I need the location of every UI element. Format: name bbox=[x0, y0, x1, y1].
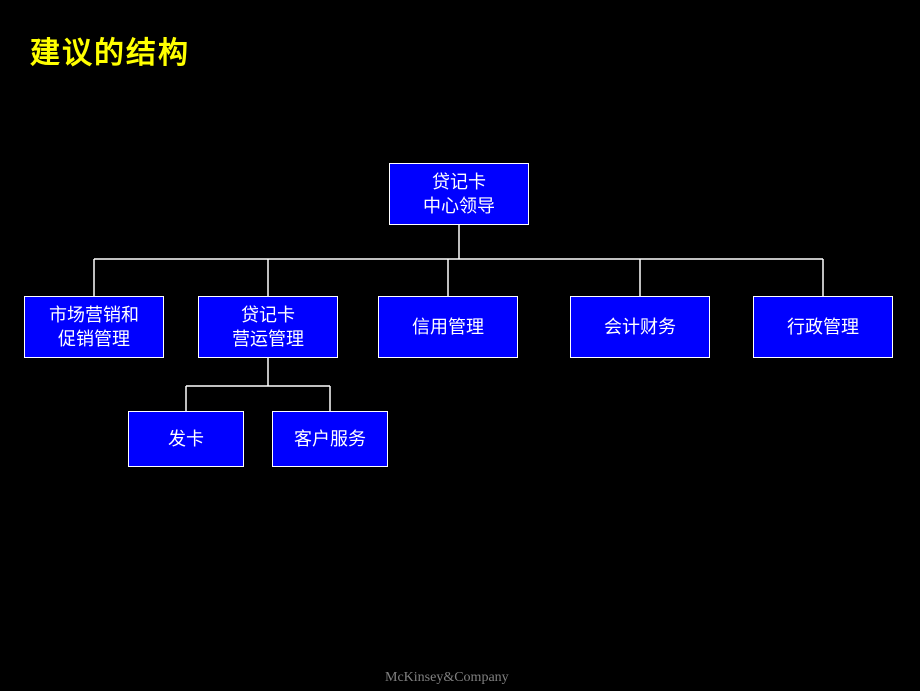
org-node-label: 会计财务 bbox=[604, 315, 676, 339]
org-node-label: 信用管理 bbox=[412, 315, 484, 339]
org-node-n3: 信用管理 bbox=[378, 296, 518, 358]
org-node-n2: 贷记卡营运管理 bbox=[198, 296, 338, 358]
page-title: 建议的结构 bbox=[30, 28, 190, 72]
org-node-label: 行政管理 bbox=[787, 315, 859, 339]
org-node-n4: 会计财务 bbox=[570, 296, 710, 358]
org-node-label: 促销管理 bbox=[58, 327, 130, 351]
org-node-n2b: 客户服务 bbox=[272, 411, 388, 467]
org-node-n2a: 发卡 bbox=[128, 411, 244, 467]
org-node-label: 贷记卡 bbox=[241, 303, 295, 327]
footer-brand: McKinsey&Company bbox=[385, 670, 509, 686]
org-node-label: 中心领导 bbox=[423, 194, 495, 218]
org-node-root: 贷记卡中心领导 bbox=[389, 163, 529, 225]
org-node-label: 发卡 bbox=[168, 427, 204, 451]
org-node-label: 市场营销和 bbox=[49, 303, 139, 327]
org-node-n5: 行政管理 bbox=[753, 296, 893, 358]
org-node-label: 贷记卡 bbox=[432, 170, 486, 194]
org-node-label: 客户服务 bbox=[294, 427, 366, 451]
org-node-label: 营运管理 bbox=[232, 327, 304, 351]
org-node-n1: 市场营销和促销管理 bbox=[24, 296, 164, 358]
